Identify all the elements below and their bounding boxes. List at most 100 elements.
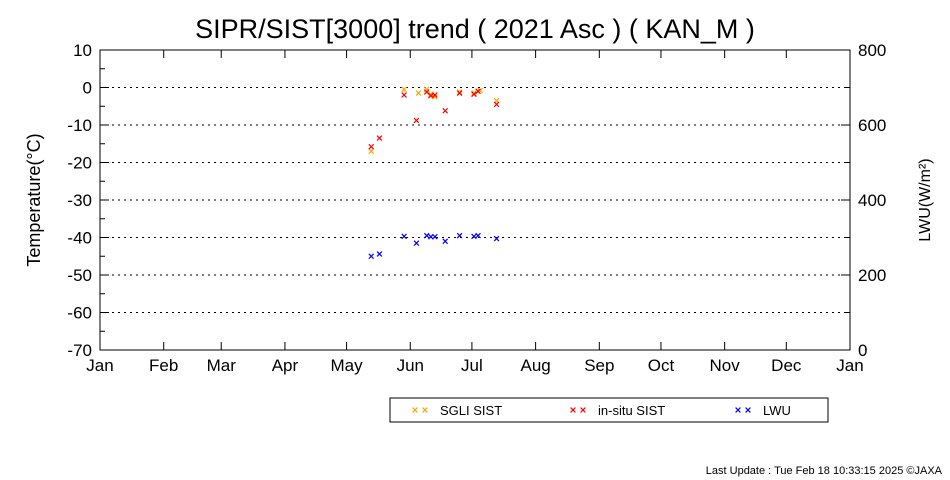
right-tick-label: 600 <box>858 116 886 135</box>
legend-label-in-situ-sist: in-situ SIST <box>598 403 665 418</box>
legend-marker-lwu-stroke <box>745 407 751 413</box>
point-sgli-sist <box>401 86 407 93</box>
left-tick-label: 10 <box>73 41 92 60</box>
left-axis: 10 0 -10 -20 -30 -40 -50 -60 -70 <box>67 41 109 360</box>
chart-title: SIPR/SIST[3000] trend ( 2021 Asc ) ( KAN… <box>195 14 755 44</box>
x-axis: Jan Feb Mar Apr May Jun Jul Aug Sep Oct Nov Dec Jan <box>86 50 864 375</box>
legend-marker-sgli-sist <box>412 407 418 413</box>
footer-last-update: Last Update : Tue Feb 18 10:33:15 2025 ©… <box>705 465 942 477</box>
legend-marker-sgli-sist <box>422 407 428 413</box>
point-in-situ-sist <box>413 117 420 124</box>
legend-box <box>389 397 829 423</box>
x-tick-label: Dec <box>771 356 802 375</box>
point-in-situ-sist <box>432 92 438 98</box>
point-sgli-sist-stroke <box>427 91 434 98</box>
legend-marker-lwu-stroke <box>735 407 741 413</box>
left-tick-label: -30 <box>67 191 92 210</box>
x-tick-label: Jan <box>86 356 113 375</box>
point-in-situ-sist <box>493 101 500 108</box>
point-in-situ-sist <box>456 90 463 96</box>
right-tick-label: 800 <box>858 41 886 60</box>
point-sgli-sist <box>471 90 477 96</box>
point-lwu-stroke <box>471 233 477 240</box>
point-sgli-sist <box>456 89 463 95</box>
x-tick-label: Jun <box>397 356 424 375</box>
x-tick-label: Jul <box>461 356 483 375</box>
point-in-situ-sist-stroke <box>456 90 463 96</box>
right-axis-label: LWU(W/m²) <box>917 158 934 241</box>
point-sgli-sist-stroke <box>401 86 407 93</box>
left-axis-label: Temperature(°C) <box>24 133 44 266</box>
point-lwu <box>493 235 500 242</box>
point-lwu-stroke <box>442 238 449 245</box>
point-in-situ-sist <box>475 88 481 95</box>
left-tick-label: -70 <box>67 341 92 360</box>
point-sgli-sist-stroke <box>432 94 438 100</box>
x-tick-label: Feb <box>149 356 178 375</box>
x-tick-label: Apr <box>272 356 299 375</box>
point-lwu <box>427 233 434 240</box>
left-tick-label: -40 <box>67 229 92 248</box>
point-lwu <box>456 232 463 239</box>
point-lwu <box>401 233 407 240</box>
x-tick-label: Aug <box>520 356 550 375</box>
right-tick-label: 400 <box>858 191 886 210</box>
point-in-situ-sist-stroke <box>432 92 438 98</box>
point-in-situ-sist-stroke <box>376 135 383 141</box>
point-lwu-stroke <box>493 235 500 242</box>
point-lwu-stroke <box>401 233 407 240</box>
point-in-situ-sist-stroke <box>471 91 477 98</box>
legend-marker-sgli-sist-stroke <box>422 407 428 413</box>
x-tick-label: Mar <box>207 356 237 375</box>
point-in-situ-sist-stroke <box>442 107 449 114</box>
legend-marker-in-situ-sist-stroke <box>570 407 576 413</box>
point-sgli-sist <box>427 91 434 98</box>
point-lwu-stroke <box>475 232 481 239</box>
point-in-situ-sist-stroke <box>475 88 481 95</box>
point-in-situ-sist <box>376 135 383 141</box>
point-sgli-sist <box>368 148 375 155</box>
point-in-situ-sist-stroke <box>368 143 375 150</box>
point-sgli-sist-stroke <box>471 90 477 96</box>
point-lwu-stroke <box>368 253 375 260</box>
point-lwu-stroke <box>456 232 463 239</box>
point-lwu <box>432 233 438 240</box>
point-sgli-sist <box>415 90 422 96</box>
point-sgli-sist-stroke <box>456 89 463 95</box>
right-tick-label: 0 <box>858 341 867 360</box>
point-in-situ-sist <box>427 92 434 99</box>
x-tick-label: Jan <box>836 356 863 375</box>
data-points <box>368 86 500 260</box>
point-in-situ-sist <box>368 143 375 150</box>
left-tick-label: -20 <box>67 154 92 173</box>
point-lwu-stroke <box>427 233 434 240</box>
point-lwu <box>423 232 430 239</box>
legend-label-sgli-sist: SGLI SIST <box>440 403 502 418</box>
legend-marker-in-situ-sist <box>580 407 586 413</box>
point-in-situ-sist-stroke <box>413 117 420 124</box>
legend-marker-in-situ-sist <box>570 407 576 413</box>
x-tick-label: Oct <box>648 356 675 375</box>
legend-marker-in-situ-sist-stroke <box>580 407 586 413</box>
point-sgli-sist-stroke <box>415 90 422 96</box>
x-tick-label: Sep <box>584 356 614 375</box>
legend: SGLI SIST in-situ SIST LWU <box>389 397 829 423</box>
left-tick-label: -10 <box>67 116 92 135</box>
point-sgli-sist <box>432 94 438 100</box>
point-in-situ-sist-stroke <box>401 92 407 98</box>
point-in-situ-sist <box>401 92 407 98</box>
point-lwu-stroke <box>376 251 383 257</box>
left-tick-label: -60 <box>67 304 92 323</box>
point-in-situ-sist <box>471 91 477 98</box>
point-lwu <box>376 251 383 257</box>
x-tick-label: Nov <box>710 356 741 375</box>
point-sgli-sist-stroke <box>368 148 375 155</box>
point-lwu <box>413 240 420 246</box>
point-lwu <box>442 238 449 245</box>
legend-label-lwu: LWU <box>763 403 791 418</box>
grid-lines <box>100 87 850 313</box>
point-lwu-stroke <box>413 240 420 246</box>
left-tick-label: -50 <box>67 266 92 285</box>
point-lwu-stroke <box>423 232 430 239</box>
